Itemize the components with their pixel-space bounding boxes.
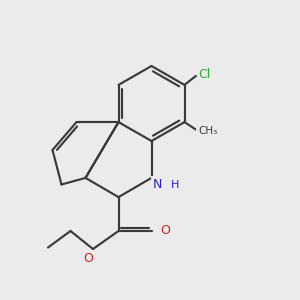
Text: Cl: Cl (199, 68, 211, 82)
Text: H: H (170, 179, 179, 190)
Text: O: O (160, 224, 170, 238)
Text: CH₃: CH₃ (198, 126, 217, 136)
Text: N: N (153, 178, 162, 191)
Text: O: O (84, 252, 93, 266)
